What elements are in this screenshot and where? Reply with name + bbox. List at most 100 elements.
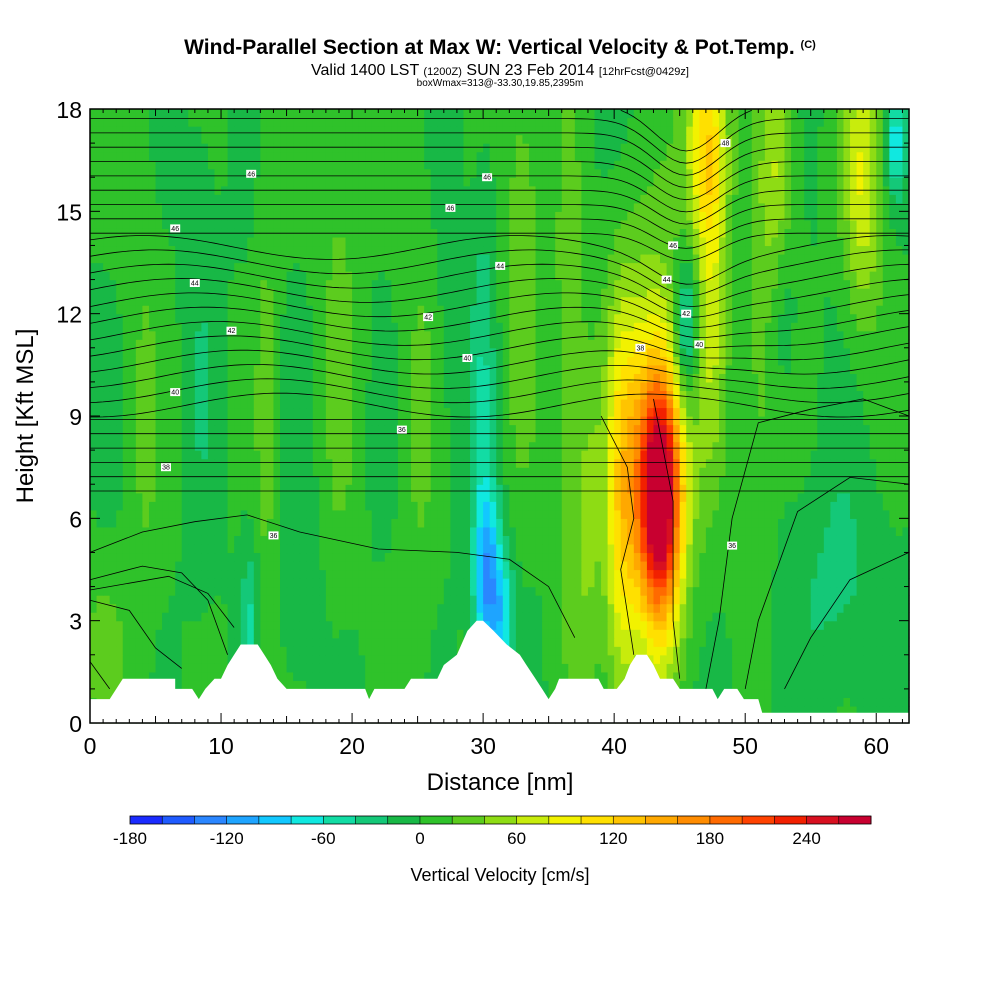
heatmap-cell	[116, 458, 124, 468]
heatmap-cell	[528, 595, 537, 605]
heatmap-cell	[148, 595, 157, 605]
heatmap-cell	[646, 467, 655, 477]
heatmap-cell	[515, 560, 524, 571]
heatmap-cell	[784, 629, 792, 639]
heatmap-cell	[823, 586, 831, 596]
heatmap-cell	[188, 416, 196, 426]
heatmap-cell	[542, 629, 550, 639]
heatmap-cell	[391, 501, 399, 511]
heatmap-cell	[424, 552, 432, 562]
heatmap-cell	[109, 560, 117, 571]
heatmap-cell	[430, 381, 438, 392]
heatmap-cell	[771, 595, 779, 605]
heatmap-cell	[810, 603, 818, 613]
heatmap-cell	[594, 543, 602, 554]
heatmap-cell	[705, 603, 714, 613]
heatmap-cell	[378, 424, 386, 434]
heatmap-cell	[319, 390, 327, 400]
heatmap-cell	[660, 433, 668, 443]
heatmap-cell	[836, 450, 845, 460]
heatmap-cell	[607, 612, 615, 622]
heatmap-cell	[535, 509, 543, 519]
heatmap-cell	[443, 467, 451, 477]
heatmap-cell	[345, 578, 353, 588]
heatmap-cell	[856, 697, 864, 707]
heatmap-cell	[470, 424, 478, 434]
heatmap-cell	[561, 663, 569, 673]
heatmap-cell	[443, 501, 451, 511]
heatmap-cell	[699, 663, 707, 673]
heatmap-cell	[214, 526, 222, 536]
heatmap-cell	[601, 518, 609, 528]
heatmap-cell	[699, 475, 707, 485]
heatmap-cell	[332, 501, 340, 511]
heatmap-cell	[456, 569, 465, 579]
heatmap-cell	[404, 398, 412, 409]
heatmap-cell	[889, 612, 897, 622]
heatmap-cell	[810, 381, 818, 392]
heatmap-cell	[325, 416, 334, 426]
heatmap-cell	[273, 450, 281, 460]
heatmap-cell	[692, 620, 700, 630]
heatmap-cell	[515, 586, 524, 596]
heatmap-cell	[876, 484, 884, 494]
heatmap-cell	[404, 560, 412, 571]
heatmap-cell	[221, 526, 229, 536]
heatmap-cell	[607, 450, 615, 460]
heatmap-cell	[699, 416, 707, 426]
heatmap-cell	[889, 705, 897, 716]
heatmap-cell	[417, 535, 425, 545]
heatmap-cell	[234, 620, 242, 630]
heatmap-cell	[129, 586, 137, 596]
heatmap-cell	[109, 518, 117, 528]
heatmap-cell	[476, 518, 484, 528]
heatmap-cell	[889, 663, 897, 673]
heatmap-cell	[397, 578, 406, 588]
heatmap-cell	[732, 407, 740, 417]
heatmap-cell	[116, 629, 124, 639]
heatmap-cell	[653, 433, 661, 443]
heatmap-cell	[850, 671, 858, 681]
heatmap-cell	[784, 543, 792, 554]
heatmap-cell	[103, 612, 111, 622]
heatmap-cell	[253, 595, 261, 605]
heatmap-cell	[627, 441, 635, 451]
heatmap-cell	[207, 407, 216, 417]
heatmap-cell	[175, 569, 183, 579]
heatmap-cell	[378, 543, 386, 554]
heatmap-cell	[863, 424, 871, 434]
heatmap-cell	[358, 509, 366, 519]
heatmap-cell	[574, 595, 582, 605]
heatmap-cell	[902, 654, 910, 664]
heatmap-cell	[620, 620, 628, 630]
heatmap-cell	[260, 637, 268, 647]
heatmap-cell	[90, 688, 98, 699]
heatmap-cell	[705, 629, 714, 639]
heatmap-cell	[692, 416, 700, 426]
heatmap-cell	[555, 433, 563, 443]
heatmap-cell	[660, 416, 668, 426]
heatmap-cell	[509, 637, 517, 647]
heatmap-cell	[771, 671, 779, 681]
heatmap-cell	[253, 612, 261, 622]
heatmap-cell	[463, 484, 471, 494]
heatmap-cell	[784, 612, 792, 622]
heatmap-cell	[542, 433, 550, 443]
heatmap-cell	[175, 535, 183, 545]
heatmap-cell	[148, 441, 157, 451]
heatmap-cell	[902, 560, 910, 571]
heatmap-cell	[856, 433, 864, 443]
heatmap-cell	[607, 475, 615, 485]
heatmap-cell	[620, 407, 628, 417]
heatmap-cell	[712, 654, 720, 664]
heatmap-cell	[515, 646, 524, 656]
heatmap-cell	[614, 509, 622, 519]
heatmap-cell	[345, 381, 353, 392]
heatmap-cell	[620, 416, 628, 426]
heatmap-cell	[705, 398, 714, 409]
heatmap-cell	[843, 526, 851, 536]
heatmap-cell	[162, 543, 170, 554]
heatmap-cell	[777, 654, 786, 664]
heatmap-cell	[450, 552, 458, 562]
heatmap-cell	[895, 484, 904, 494]
